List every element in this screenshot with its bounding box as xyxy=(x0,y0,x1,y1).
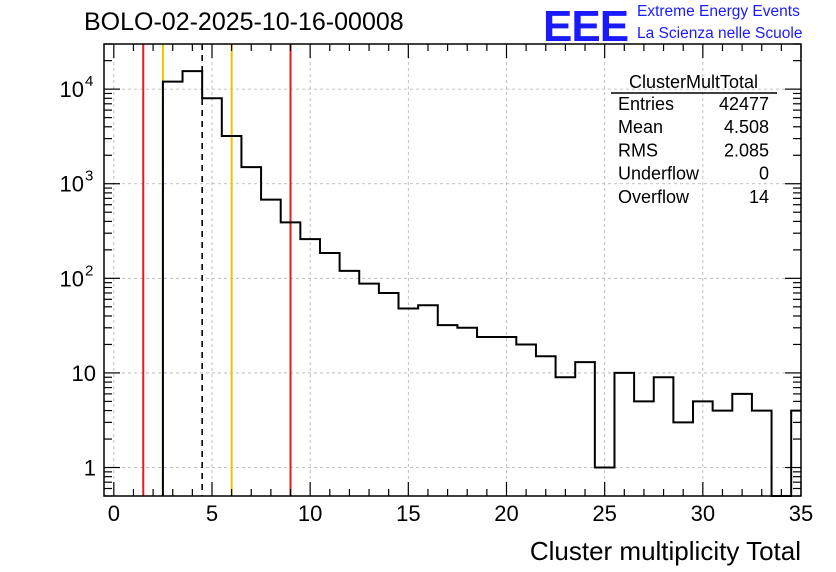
grid-layer xyxy=(104,44,801,496)
x-tick-label: 5 xyxy=(206,501,218,526)
y-tick-label-exponent: 2 xyxy=(85,262,93,279)
stats-value: 42477 xyxy=(719,94,769,114)
x-tick-label: 15 xyxy=(396,501,420,526)
stats-label: Mean xyxy=(618,117,663,137)
plot-frame xyxy=(103,43,802,497)
y-tick-label: 10 xyxy=(60,172,84,197)
stats-label: Underflow xyxy=(618,164,700,184)
y-tick-label: 10 xyxy=(60,77,84,102)
y-tick-label: 10 xyxy=(60,266,84,291)
x-tick-label: 20 xyxy=(494,501,518,526)
histogram-layer xyxy=(161,70,801,497)
logo-subtitle-1: Extreme Energy Events xyxy=(637,3,800,20)
stats-value: 14 xyxy=(749,187,769,207)
y-tick-label-exponent: 3 xyxy=(85,168,93,185)
x-tick-label: 30 xyxy=(691,501,715,526)
stats-title: ClusterMultTotal xyxy=(629,72,758,92)
stats-value: 2.085 xyxy=(724,140,769,160)
y-tick-label-exponent: 4 xyxy=(85,73,93,90)
stats-label: Overflow xyxy=(618,187,690,207)
stats-value: 0 xyxy=(759,164,769,184)
cut-lines-layer xyxy=(142,44,292,496)
x-axis-label: Cluster multiplicity Total xyxy=(530,536,801,566)
stats-value: 4.508 xyxy=(724,117,769,137)
stats-label: RMS xyxy=(618,140,658,160)
eee-logo: EEE xyxy=(543,2,629,51)
y-tick-label: 10 xyxy=(72,361,96,386)
y-tick-label: 1 xyxy=(84,456,96,481)
x-tick-label: 35 xyxy=(789,501,813,526)
stats-label: Entries xyxy=(618,94,674,114)
x-tick-label: 25 xyxy=(592,501,616,526)
logo-subtitle-2: La Scienza nelle Scuole xyxy=(637,25,803,42)
x-tick-label: 0 xyxy=(108,501,120,526)
x-tick-label: 10 xyxy=(298,501,322,526)
histogram-step-line xyxy=(161,70,801,497)
chart-title: BOLO-02-2025-10-16-00008 xyxy=(84,8,404,36)
